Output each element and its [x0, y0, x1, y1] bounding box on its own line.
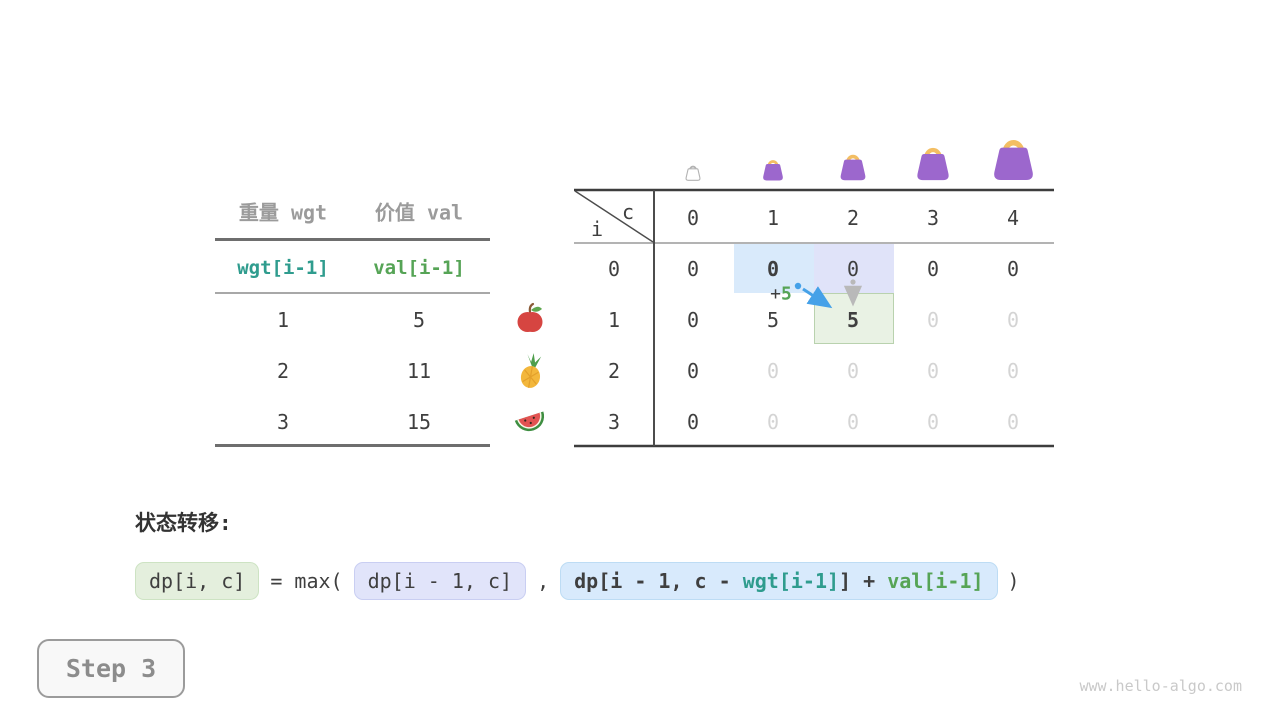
dp-cell-r2-c1: 0	[766, 359, 780, 383]
large-bag-icon	[914, 138, 952, 181]
item-2-value: 11	[406, 359, 432, 383]
transition-formula: dp[i, c] = max( dp[i - 1, c] , dp[i - 1,…	[135, 562, 1020, 600]
apple-icon	[514, 302, 546, 334]
items-table-val-formula: val[i-1]	[373, 257, 465, 279]
small-bag-icon	[761, 154, 785, 181]
formula-option2-val: val[i-1]	[887, 569, 984, 593]
dp-cell-r2-c2: 0	[846, 359, 860, 383]
dp-col-header-1: 1	[766, 206, 780, 230]
dp-cell-r1-c4: 0	[1006, 308, 1020, 332]
dp-cell-r0-c0: 0	[686, 257, 700, 281]
items-table-mid-rule	[215, 292, 490, 294]
xlarge-bag-icon	[990, 128, 1037, 181]
dp-cell-r2-c0: 0	[686, 359, 700, 383]
item-1-value: 5	[412, 308, 426, 332]
dp-cell-r0-c4: 0	[1006, 257, 1020, 281]
formula-comma: ,	[537, 569, 550, 593]
dp-row-header-2: 2	[607, 359, 621, 383]
formula-option1-pill: dp[i - 1, c]	[353, 562, 527, 600]
dp-cell-r1-c0: 0	[686, 308, 700, 332]
dp-highlight-source-top-cell	[814, 244, 894, 293]
formula-close-paren: )	[1007, 569, 1020, 593]
transition-label: 状态转移:	[135, 511, 232, 535]
dp-cell-r1-c1: 5	[766, 308, 780, 332]
item-3-weight: 3	[276, 410, 290, 434]
dp-row-header-0: 0	[607, 257, 621, 281]
items-table-bottom-rule	[215, 444, 490, 447]
dp-cell-r1-c2: 5	[846, 308, 860, 332]
formula-equals-max: = max(	[270, 569, 343, 593]
items-table-value-header: 价值 val	[374, 200, 464, 225]
dp-cell-r2-c4: 0	[1006, 359, 1020, 383]
dp-row-header-1: 1	[607, 308, 621, 332]
plus-value-annotation: +5	[770, 284, 792, 305]
items-table-wgt-formula: wgt[i-1]	[237, 257, 329, 279]
medium-bag-icon	[838, 147, 868, 181]
items-table-weight-header: 重量 wgt	[238, 200, 328, 225]
dp-cell-r2-c3: 0	[926, 359, 940, 383]
dp-cell-r0-c3: 0	[926, 257, 940, 281]
dp-corner-col-var: c	[621, 200, 635, 224]
watermelon-icon	[511, 405, 549, 437]
formula-option2-plus: +	[851, 569, 888, 593]
items-table-top-rule	[215, 238, 490, 241]
formula-option2-wgt: wgt[i-1]	[742, 569, 840, 593]
dp-corner-row-var: i	[590, 217, 604, 241]
item-2-weight: 2	[276, 359, 290, 383]
dp-cell-r3-c3: 0	[926, 410, 940, 434]
dp-cell-r3-c2: 0	[846, 410, 860, 434]
dp-cell-r0-c2: 0	[846, 257, 860, 281]
dp-col-header-0: 0	[686, 206, 700, 230]
dp-col-header-2: 2	[846, 206, 860, 230]
annotation-plus-sign: +	[770, 283, 781, 305]
dp-row-header-3: 3	[607, 410, 621, 434]
item-3-value: 15	[406, 410, 432, 434]
dp-col-header-3: 3	[926, 206, 940, 230]
dp-cell-r3-c0: 0	[686, 410, 700, 434]
dp-cell-r3-c4: 0	[1006, 410, 1020, 434]
formula-option2-pill: dp[i - 1, c - wgt[i-1]] + val[i-1]	[560, 562, 998, 600]
step-button[interactable]: Step 3	[37, 639, 185, 698]
dp-cell-r3-c1: 0	[766, 410, 780, 434]
dp-col-header-4: 4	[1006, 206, 1020, 230]
step-button-label: Step 3	[65, 654, 157, 683]
item-1-weight: 1	[276, 308, 290, 332]
formula-lhs-pill: dp[i, c]	[135, 562, 260, 600]
empty-bag-icon	[684, 161, 702, 181]
watermark: www.hello-algo.com	[1079, 677, 1242, 695]
pineapple-icon	[514, 352, 548, 390]
dp-cell-r0-c1: 0	[766, 257, 780, 281]
dp-cell-r1-c3: 0	[926, 308, 940, 332]
formula-option2-bracket: ]	[839, 569, 852, 593]
formula-option2-prefix: dp[i - 1, c -	[574, 569, 743, 593]
annotation-value: 5	[781, 283, 792, 305]
